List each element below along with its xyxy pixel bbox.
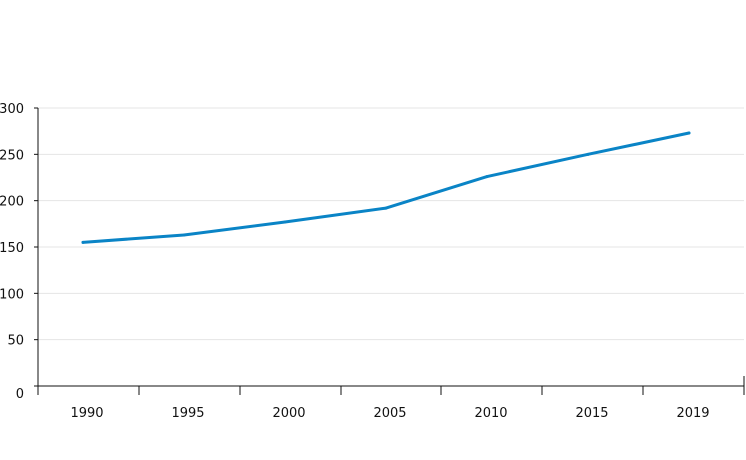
data-point-2005 bbox=[384, 206, 388, 210]
y-tick-label: 50 bbox=[7, 334, 24, 349]
data-point-2015 bbox=[586, 152, 590, 156]
y-tick-label: 0 bbox=[16, 387, 24, 402]
data-point-2010 bbox=[485, 175, 489, 179]
x-tick-label: 2019 bbox=[676, 406, 709, 421]
x-tick-label: 1995 bbox=[171, 406, 204, 421]
y-tick-label: 200 bbox=[0, 195, 24, 210]
data-point-1990 bbox=[81, 240, 85, 244]
data-point-2019 bbox=[687, 131, 691, 135]
x-tick-label: 2010 bbox=[474, 406, 507, 421]
y-tick-label: 150 bbox=[0, 241, 24, 256]
x-tick-label: 2005 bbox=[373, 406, 406, 421]
data-point-1995 bbox=[182, 233, 186, 237]
x-tick-label: 1990 bbox=[70, 406, 103, 421]
grid-lines bbox=[38, 107, 744, 341]
data-point-2000 bbox=[283, 220, 287, 224]
y-tick-label: 250 bbox=[0, 148, 24, 163]
series bbox=[81, 131, 691, 244]
series-line-0 bbox=[81, 131, 691, 244]
tick-labels: 0 50 100 150 200 250 300 1990 1995 2000 2005 2010 20… bbox=[0, 102, 710, 421]
x-tick-label: 2000 bbox=[272, 406, 305, 421]
y-tick-label: 300 bbox=[0, 102, 24, 117]
y-tick-label: 100 bbox=[0, 287, 24, 302]
tick-marks bbox=[34, 107, 745, 395]
x-tick-label: 2015 bbox=[575, 406, 608, 421]
